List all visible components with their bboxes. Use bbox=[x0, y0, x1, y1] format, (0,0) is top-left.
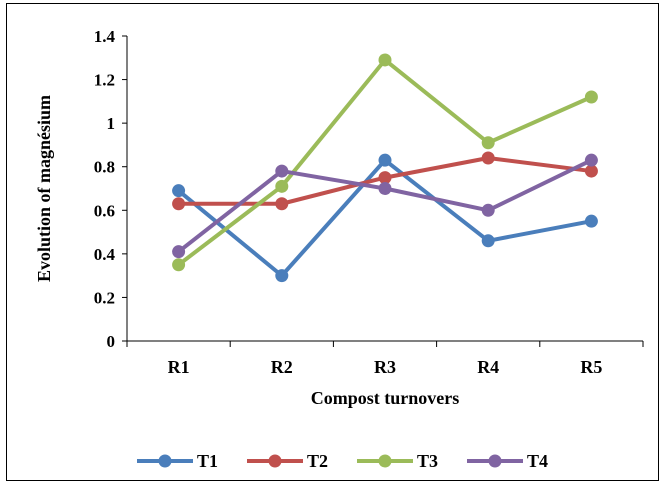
data-point-t4 bbox=[378, 182, 392, 195]
chart-frame bbox=[6, 3, 659, 481]
legend-item-t3: T3 bbox=[357, 451, 438, 471]
y-tick-label: 0 bbox=[107, 332, 116, 351]
x-tick-label: R1 bbox=[168, 357, 190, 377]
x-tick-label: R2 bbox=[271, 357, 293, 377]
y-tick-label: 1 bbox=[107, 114, 116, 133]
x-tick-label: R4 bbox=[477, 357, 499, 377]
legend-swatch-marker bbox=[378, 454, 392, 468]
y-tick-label: 1.2 bbox=[94, 71, 115, 90]
data-point-t2 bbox=[275, 197, 289, 211]
data-point-t3 bbox=[275, 179, 289, 193]
data-point-t2 bbox=[584, 164, 598, 178]
y-axis-ticks: 0 0.2 0.4 0.6 0.8 1 1.2 1.4 bbox=[94, 27, 127, 351]
series-lines bbox=[177, 57, 593, 278]
legend-label: T4 bbox=[527, 451, 548, 471]
data-point-t3 bbox=[378, 53, 392, 67]
data-point-t1 bbox=[275, 269, 289, 283]
data-point-t3 bbox=[481, 136, 495, 150]
data-point-t1 bbox=[378, 153, 392, 167]
data-point-t4 bbox=[275, 164, 289, 178]
y-tick-label: 0.8 bbox=[94, 158, 115, 177]
data-point-t4 bbox=[584, 153, 598, 167]
data-point-t1 bbox=[172, 184, 186, 198]
series-points bbox=[172, 53, 598, 283]
legend-swatch-marker bbox=[158, 454, 172, 468]
data-point-t4 bbox=[481, 203, 495, 217]
y-tick-label: 1.4 bbox=[94, 27, 116, 46]
x-axis-label: Compost turnovers bbox=[311, 388, 460, 408]
legend-label: T2 bbox=[307, 451, 328, 471]
data-point-t3 bbox=[584, 90, 598, 104]
y-tick-label: 0.4 bbox=[94, 245, 116, 264]
data-point-t4 bbox=[172, 245, 186, 259]
legend-item-t2: T2 bbox=[247, 451, 328, 471]
data-point-t2 bbox=[378, 171, 392, 185]
legend-label: T1 bbox=[197, 451, 218, 471]
x-axis-ticks: R1 R2 R3 R4 R5 bbox=[126, 341, 644, 377]
data-point-t2 bbox=[481, 151, 495, 165]
x-tick-label: R5 bbox=[580, 357, 602, 377]
legend-swatch-marker bbox=[268, 454, 282, 468]
legend-label: T3 bbox=[417, 451, 438, 471]
y-axis-label: Evolution of magnésium bbox=[34, 95, 54, 282]
legend: T1 T2 T3 T4 bbox=[137, 451, 548, 471]
data-point-t2 bbox=[172, 197, 186, 211]
y-tick-label: 0.2 bbox=[94, 288, 115, 307]
legend-swatch-marker bbox=[488, 454, 502, 468]
x-tick-label: R3 bbox=[374, 357, 396, 377]
legend-item-t1: T1 bbox=[137, 451, 218, 471]
legend-item-t4: T4 bbox=[467, 451, 548, 471]
data-point-t1 bbox=[584, 214, 598, 228]
data-point-t1 bbox=[481, 234, 495, 248]
y-tick-label: 0.6 bbox=[94, 201, 115, 220]
data-point-t3 bbox=[172, 258, 186, 272]
